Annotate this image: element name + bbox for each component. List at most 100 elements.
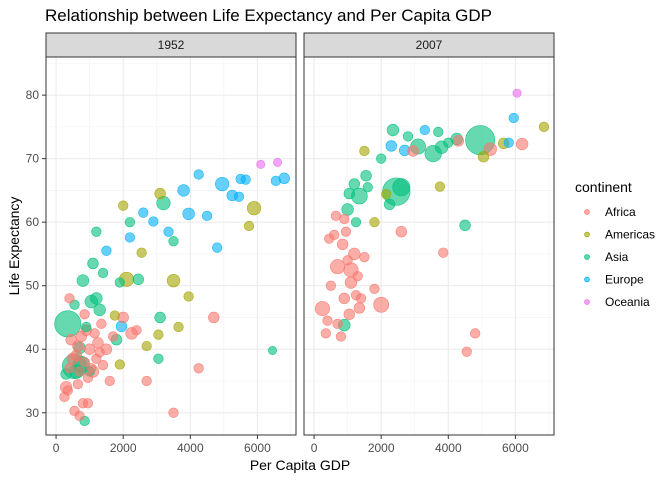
data-point-asia [386, 123, 400, 137]
legend-key-europe [584, 276, 590, 283]
data-point-africa [359, 252, 370, 263]
data-point-europe [138, 207, 149, 218]
data-point-asia [433, 126, 444, 138]
data-point-asia [90, 292, 103, 305]
panel-border-1952 [45, 56, 297, 436]
x-axis-title: Per Capita GDP [250, 457, 350, 473]
data-point-asia [81, 321, 92, 333]
data-point-oceania [512, 88, 522, 98]
data-point-africa [352, 271, 363, 282]
data-point-europe [101, 245, 112, 256]
data-point-americas [538, 121, 550, 132]
data-point-americas [369, 217, 380, 228]
data-point-africa [97, 360, 109, 371]
y-tick-label: 50 [26, 279, 40, 293]
data-point-europe [270, 175, 281, 186]
data-point-europe [508, 112, 519, 124]
data-point-asia [93, 303, 106, 317]
data-point-africa [332, 318, 343, 329]
data-point-africa [320, 328, 331, 339]
data-point-asia [91, 226, 102, 237]
data-point-asia [168, 236, 179, 247]
data-point-asia [343, 187, 355, 200]
x-tick-label: 0 [53, 441, 60, 455]
y-tick-label: 30 [26, 406, 40, 420]
legend-label-americas: Americas [605, 228, 655, 242]
x-tick-label: 2000 [368, 441, 395, 455]
data-point-africa [324, 233, 335, 244]
data-point-africa [208, 311, 220, 324]
panel-border-2007 [303, 56, 555, 436]
data-point-asia [443, 137, 454, 148]
data-point-americas [154, 187, 166, 200]
data-point-africa [79, 356, 90, 368]
data-point-africa [350, 290, 362, 301]
data-point-europe [163, 226, 174, 237]
data-point-africa [339, 213, 350, 225]
y-tick-label: 60 [26, 215, 40, 229]
data-point-americas [434, 181, 446, 192]
data-point-americas [477, 151, 490, 163]
legend-items: Africa Americas Asia Europe Oceania [584, 205, 655, 309]
data-point-africa [72, 340, 84, 352]
y-axis: 30 40 50 60 70 80 [26, 88, 46, 420]
data-point-americas [141, 340, 152, 352]
data-point-europe [385, 140, 397, 152]
legend-key-africa [584, 209, 590, 215]
data-point-africa [452, 135, 465, 147]
data-point-africa [335, 331, 347, 342]
data-point-asia [362, 182, 373, 193]
data-point-europe [240, 174, 251, 185]
legend: continent Africa Americas Asia Europe Oceani… [575, 179, 655, 309]
data-point-americas [153, 329, 164, 340]
data-point-europe [503, 137, 514, 148]
data-point-africa [104, 375, 115, 387]
data-point-americas [173, 321, 184, 333]
data-point-africa [353, 302, 366, 314]
panel-strip-label-1952: 1952 [158, 38, 185, 52]
data-point-africa [336, 238, 349, 251]
chart-title: Relationship between Life Expectancy and… [45, 6, 492, 25]
data-point-americas [246, 201, 262, 216]
x-tick-label: 0 [311, 441, 318, 455]
panel-strip-1952 [45, 32, 297, 58]
data-point-asia [350, 217, 362, 228]
data-point-africa [395, 226, 407, 238]
x-tick-label: 4000 [435, 441, 462, 455]
legend-label-oceania: Oceania [605, 295, 650, 309]
legend-key-americas [584, 231, 590, 238]
data-point-americas [136, 247, 147, 258]
data-point-asia [97, 267, 109, 279]
data-point-africa [72, 379, 83, 390]
data-point-africa [330, 259, 346, 275]
data-point-asia [124, 217, 135, 228]
legend-title: continent [575, 179, 632, 195]
x-tick-label: 4000 [177, 441, 204, 455]
data-point-africa [79, 309, 90, 320]
data-point-americas [166, 273, 181, 288]
data-point-asia [376, 153, 387, 164]
x-tick-label: 6000 [244, 441, 271, 455]
data-point-americas [183, 291, 194, 302]
data-point-africa [314, 301, 330, 317]
data-point-asia [402, 131, 414, 142]
data-point-africa [342, 255, 353, 266]
data-point-asia [341, 203, 354, 216]
legend-label-europe: Europe [605, 273, 644, 287]
data-point-europe [177, 184, 190, 197]
data-point-africa [193, 363, 204, 374]
data-point-africa [82, 372, 94, 383]
data-point-americas [381, 189, 392, 200]
data-point-asia [154, 311, 166, 324]
data-point-africa [369, 283, 380, 294]
y-tick-label: 40 [26, 342, 40, 356]
data-point-africa [86, 363, 97, 374]
data-point-europe [201, 210, 213, 221]
data-point-asia [459, 219, 471, 232]
data-point-asia [392, 178, 411, 197]
y-axis-title: Life Expectancy [6, 197, 22, 296]
data-point-africa [64, 363, 75, 374]
panel-1952: 1952 [45, 32, 297, 436]
x-tick-label: 6000 [502, 441, 529, 455]
